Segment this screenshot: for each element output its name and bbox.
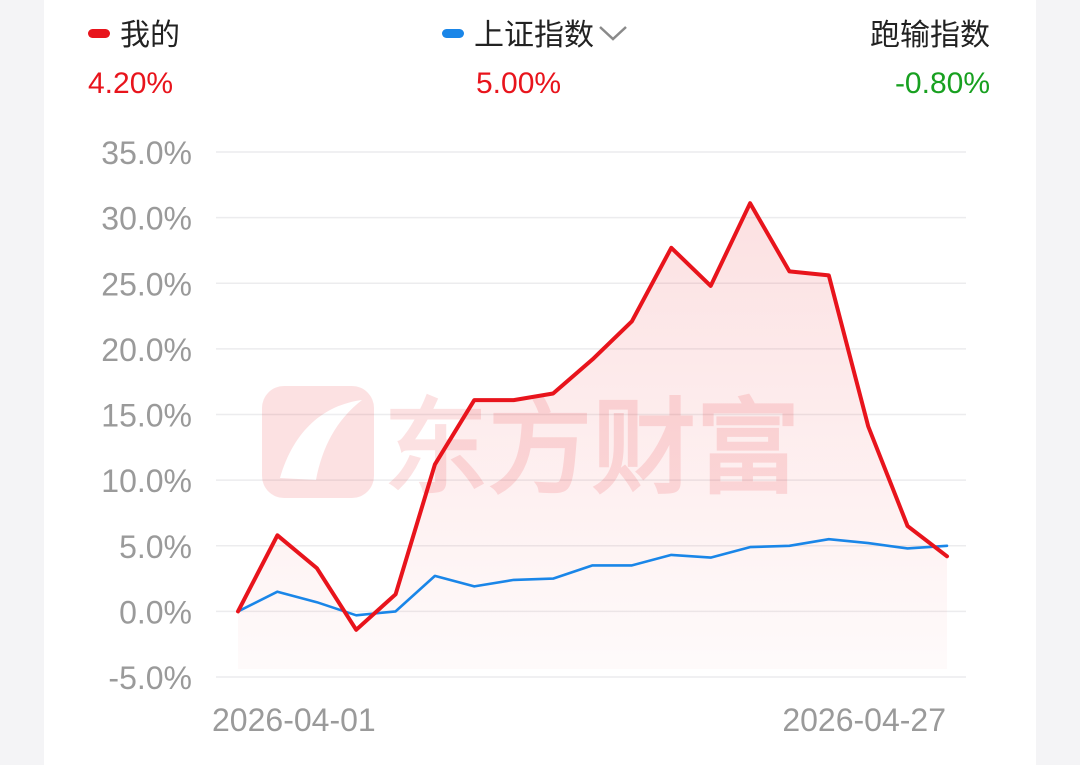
line-chart: 东方财富 35.0%30.0%25.0%20.0%15.0%10.0%5.0%0… (101, 135, 966, 738)
legend-name: 上证指数 (474, 18, 594, 53)
legend-value: 5.00% (476, 67, 562, 100)
y-tick-label: -5.0% (108, 660, 192, 696)
x-axis-ticks: 2026-04-01 2026-04-27 (212, 702, 946, 738)
series-color-swatch (442, 29, 464, 38)
legend-label: 上证指数 (442, 14, 628, 58)
series-line (236, 537, 949, 617)
area-fill (238, 203, 947, 669)
legend-value: 4.20% (88, 67, 174, 100)
x-tick-label: 2026-04-01 (212, 702, 376, 738)
legend-name: 我的 (120, 18, 180, 53)
y-tick-label: 10.0% (101, 463, 192, 499)
chart-card: 东方财富 35.0%30.0%25.0%20.0%15.0%10.0%5.0%0… (44, 0, 1036, 765)
y-tick-label: 0.0% (119, 594, 192, 630)
y-tick-label: 15.0% (101, 398, 192, 434)
legend-label: 我的 (88, 14, 180, 58)
eastmoney-logo-swoosh (280, 400, 362, 480)
y-tick-label: 35.0% (101, 135, 192, 171)
series-color-swatch (88, 29, 110, 38)
x-tick-label: 2026-04-27 (782, 702, 946, 738)
y-axis-ticks: 35.0% 30.0% 25.0% 20.0% 15.0% 10.0% 5.0% 0.0% -5… (101, 135, 192, 696)
series-line (236, 201, 949, 632)
y-tick-label: 20.0% (101, 332, 192, 368)
series-lines (236, 201, 949, 632)
legend-item-mine[interactable]: 我的 4.20% (88, 14, 180, 104)
y-tick-label: 5.0% (119, 529, 192, 565)
chevron-down-icon[interactable] (598, 23, 628, 43)
y-tick-label: 25.0% (101, 266, 192, 302)
y-tick-label: 30.0% (101, 201, 192, 237)
legend-value: -0.80% (894, 67, 990, 100)
eastmoney-logo-icon (262, 386, 374, 498)
legend-name: 跑输指数 (870, 18, 990, 53)
legend-item-underperform: 跑输指数 -0.80% (870, 14, 990, 104)
series-area (238, 203, 947, 669)
legend-item-index[interactable]: 上证指数 5.00% (442, 14, 628, 104)
